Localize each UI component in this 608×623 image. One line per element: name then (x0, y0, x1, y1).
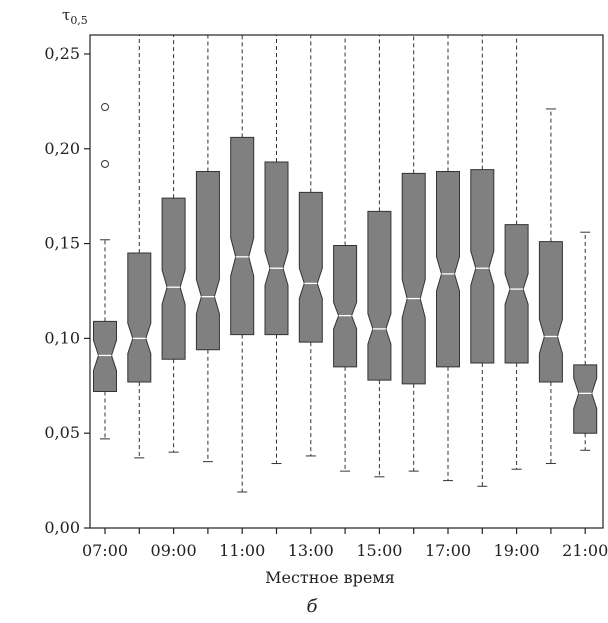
y-tick-label: 0,15 (44, 234, 80, 253)
y-tick-label: 0,05 (44, 423, 80, 442)
box-1400 (333, 35, 358, 472)
box-1500 (367, 35, 392, 478)
x-tick-label: 17:00 (425, 541, 471, 560)
box-1800 (470, 35, 495, 487)
notched-box (470, 169, 495, 364)
notched-box (264, 161, 289, 336)
notched-box (367, 210, 392, 381)
figure-caption: б (307, 596, 319, 617)
notched-box (298, 191, 323, 343)
box-1900 (504, 35, 529, 470)
notched-box (195, 171, 220, 351)
x-tick-label: 07:00 (82, 541, 128, 560)
box-1200 (264, 35, 289, 465)
x-tick-label: 21:00 (562, 541, 608, 560)
box-1600 (401, 35, 426, 472)
y-axis-title-subscript: 0,5 (70, 14, 88, 27)
box-2100 (573, 231, 598, 451)
x-tick-label: 09:00 (151, 541, 197, 560)
plot-frame (89, 34, 604, 529)
plot-area (93, 35, 598, 493)
notched-box (93, 320, 117, 392)
box-0700 (93, 103, 117, 440)
box-2000 (538, 108, 563, 465)
x-tick-label: 11:00 (219, 541, 265, 560)
y-axis-title: τ0,5 (62, 6, 88, 27)
box-1300 (298, 35, 323, 457)
notched-box (504, 224, 529, 364)
x-tick-label: 13:00 (288, 541, 334, 560)
notched-box (538, 241, 563, 383)
notched-box (161, 197, 186, 360)
box-0900 (161, 35, 186, 453)
x-axis: 07:00 09:00 11:00 13:00 15:00 17:00 19:00 21:00 (82, 528, 608, 560)
notched-box (573, 364, 598, 434)
y-axis: 0,00 0,05 0,10 0,15 0,20 0,25 (44, 44, 90, 537)
outlier-point (101, 103, 109, 112)
y-tick-label: 0,00 (44, 518, 80, 537)
notched-box (436, 171, 460, 368)
notched-box (230, 136, 255, 336)
box-1700 (436, 35, 460, 482)
outlier-point (101, 159, 109, 168)
box-1000 (195, 35, 220, 463)
y-tick-label: 0,25 (44, 44, 80, 63)
box-0800 (127, 35, 152, 459)
y-tick-label: 0,10 (44, 328, 80, 347)
x-tick-label: 19:00 (494, 541, 540, 560)
x-axis-title: Местное время (265, 568, 395, 587)
x-tick-label: 15:00 (356, 541, 402, 560)
notched-box (127, 252, 152, 383)
y-axis-title-main: τ (62, 6, 70, 24)
box-1100 (230, 35, 255, 493)
notched-box (401, 172, 426, 385)
notched-box (333, 244, 358, 368)
y-tick-label: 0,20 (44, 139, 80, 158)
